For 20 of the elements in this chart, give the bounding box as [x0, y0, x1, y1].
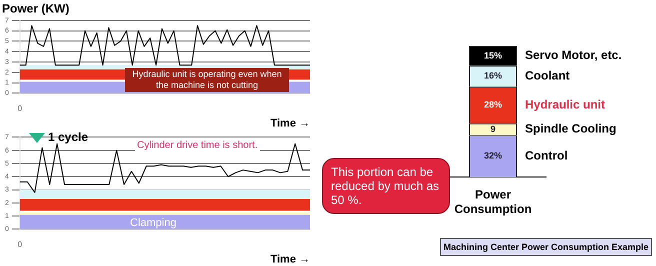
text: This portion can be reduced by much as 50 %. — [322, 158, 450, 214]
data-label: 32% — [484, 150, 502, 161]
series-label: Servo Motor, etc. — [525, 48, 622, 62]
series-label: Control — [525, 148, 568, 163]
text: Machining Center Power Consumption Example — [440, 238, 652, 256]
data-label: 9 — [490, 124, 496, 134]
data-label: 16% — [484, 70, 502, 81]
y-axis-title: Power (KW) — [2, 2, 70, 16]
series-label: Hydraulic unit — [525, 97, 606, 112]
annotation: Hydraulic unit is operating even when the machine is not cutting — [125, 68, 289, 92]
x-tick-label: Power Consumption — [454, 188, 532, 216]
series-label: Coolant — [525, 68, 570, 82]
data-label: 15% — [484, 50, 502, 60]
series-label: Spindle Cooling — [525, 122, 616, 136]
annotation: Clamping — [130, 217, 176, 229]
x-axis-title: Time → — [270, 117, 310, 130]
annotation: Cylinder drive time is short. — [135, 140, 260, 151]
annotation: 1 cycle — [47, 130, 88, 144]
x-axis-title: Time → — [270, 253, 310, 266]
data-label: 28% — [484, 100, 502, 110]
